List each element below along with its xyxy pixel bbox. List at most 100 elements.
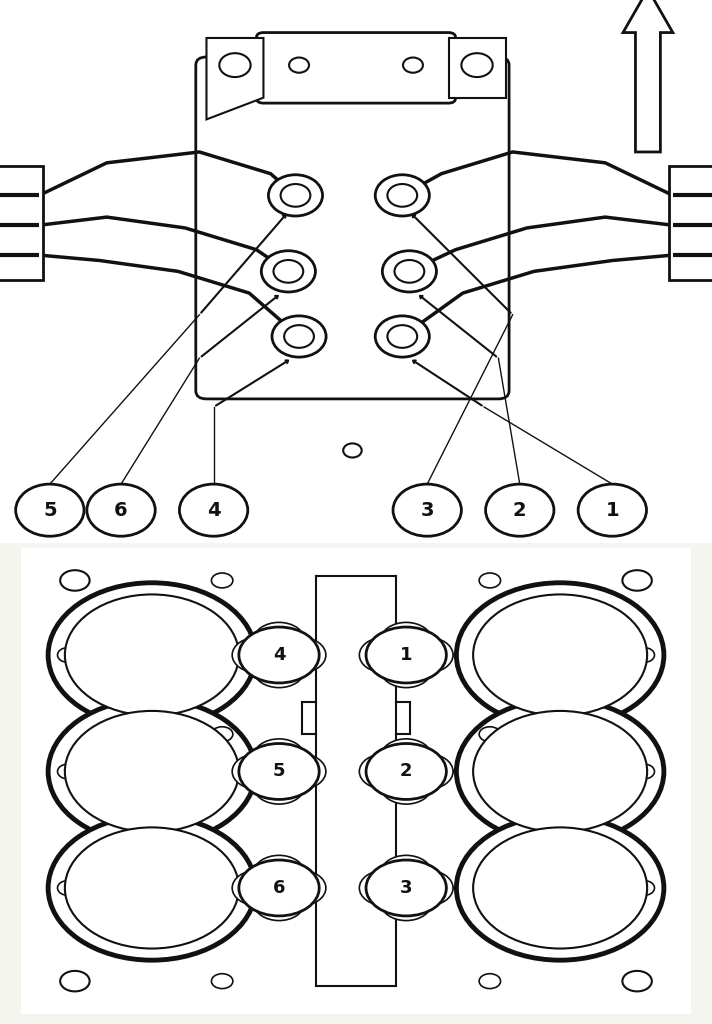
Circle shape	[239, 627, 319, 683]
Circle shape	[479, 727, 501, 741]
Text: 3: 3	[421, 501, 434, 519]
Text: 4: 4	[206, 501, 221, 519]
Circle shape	[381, 885, 431, 921]
FancyBboxPatch shape	[196, 57, 509, 399]
Circle shape	[211, 727, 233, 741]
Circle shape	[456, 699, 664, 844]
Circle shape	[375, 175, 429, 216]
Circle shape	[232, 870, 283, 905]
Circle shape	[381, 855, 431, 891]
Circle shape	[402, 870, 453, 905]
Text: 2: 2	[400, 763, 412, 780]
Circle shape	[61, 570, 90, 591]
Circle shape	[381, 652, 431, 688]
Circle shape	[232, 754, 283, 790]
Circle shape	[58, 764, 79, 779]
Circle shape	[633, 881, 654, 895]
Circle shape	[633, 647, 654, 663]
Circle shape	[360, 754, 410, 790]
Text: 2: 2	[513, 501, 527, 519]
Circle shape	[58, 647, 79, 663]
Circle shape	[281, 184, 310, 207]
Circle shape	[360, 637, 410, 673]
Circle shape	[486, 484, 554, 537]
Circle shape	[211, 573, 233, 588]
FancyArrow shape	[623, 0, 673, 152]
Circle shape	[48, 816, 256, 961]
Circle shape	[402, 637, 453, 673]
Circle shape	[473, 594, 647, 716]
Circle shape	[473, 827, 647, 948]
Circle shape	[388, 759, 424, 784]
Circle shape	[388, 876, 424, 900]
Circle shape	[473, 711, 647, 833]
Circle shape	[253, 769, 305, 804]
Text: 5: 5	[273, 763, 286, 780]
Text: 6: 6	[114, 501, 128, 519]
Circle shape	[366, 743, 446, 800]
Circle shape	[366, 627, 446, 683]
Text: 1: 1	[400, 646, 412, 664]
Circle shape	[239, 860, 319, 915]
Circle shape	[48, 583, 256, 727]
Circle shape	[65, 711, 239, 833]
Circle shape	[232, 637, 283, 673]
Circle shape	[268, 175, 323, 216]
Circle shape	[87, 484, 155, 537]
Circle shape	[394, 260, 424, 283]
Circle shape	[273, 260, 303, 283]
Circle shape	[479, 974, 501, 988]
Text: 6: 6	[273, 879, 286, 897]
Circle shape	[261, 251, 315, 292]
Circle shape	[48, 699, 256, 844]
Circle shape	[65, 827, 239, 948]
Circle shape	[239, 743, 319, 800]
FancyBboxPatch shape	[256, 33, 456, 103]
Circle shape	[461, 53, 493, 77]
FancyBboxPatch shape	[0, 0, 712, 543]
Circle shape	[219, 53, 251, 77]
Circle shape	[275, 637, 326, 673]
Circle shape	[381, 769, 431, 804]
Circle shape	[360, 870, 410, 905]
FancyBboxPatch shape	[669, 166, 712, 280]
Circle shape	[275, 870, 326, 905]
Circle shape	[403, 57, 423, 73]
Circle shape	[253, 652, 305, 688]
Text: 1: 1	[605, 501, 619, 519]
Circle shape	[179, 484, 248, 537]
Circle shape	[456, 583, 664, 727]
Circle shape	[375, 315, 429, 357]
Circle shape	[284, 326, 314, 348]
Circle shape	[253, 623, 305, 657]
Circle shape	[633, 764, 654, 779]
Circle shape	[211, 974, 233, 988]
Circle shape	[61, 971, 90, 991]
FancyBboxPatch shape	[8, 539, 704, 1023]
Circle shape	[343, 443, 362, 458]
Circle shape	[479, 573, 501, 588]
Circle shape	[387, 326, 417, 348]
Circle shape	[382, 251, 436, 292]
Circle shape	[261, 643, 297, 668]
Circle shape	[393, 484, 461, 537]
Polygon shape	[449, 38, 506, 97]
Text: 3: 3	[400, 879, 412, 897]
Circle shape	[578, 484, 646, 537]
Circle shape	[289, 57, 309, 73]
Circle shape	[622, 971, 651, 991]
Circle shape	[275, 754, 326, 790]
Circle shape	[366, 860, 446, 915]
Circle shape	[16, 484, 84, 537]
FancyBboxPatch shape	[21, 548, 691, 1014]
Text: 5: 5	[43, 501, 57, 519]
Polygon shape	[206, 38, 263, 120]
Circle shape	[381, 623, 431, 657]
Circle shape	[261, 759, 297, 784]
Circle shape	[253, 855, 305, 891]
Text: 4: 4	[273, 646, 286, 664]
Circle shape	[388, 643, 424, 668]
Circle shape	[456, 816, 664, 961]
Circle shape	[58, 881, 79, 895]
Circle shape	[253, 739, 305, 774]
